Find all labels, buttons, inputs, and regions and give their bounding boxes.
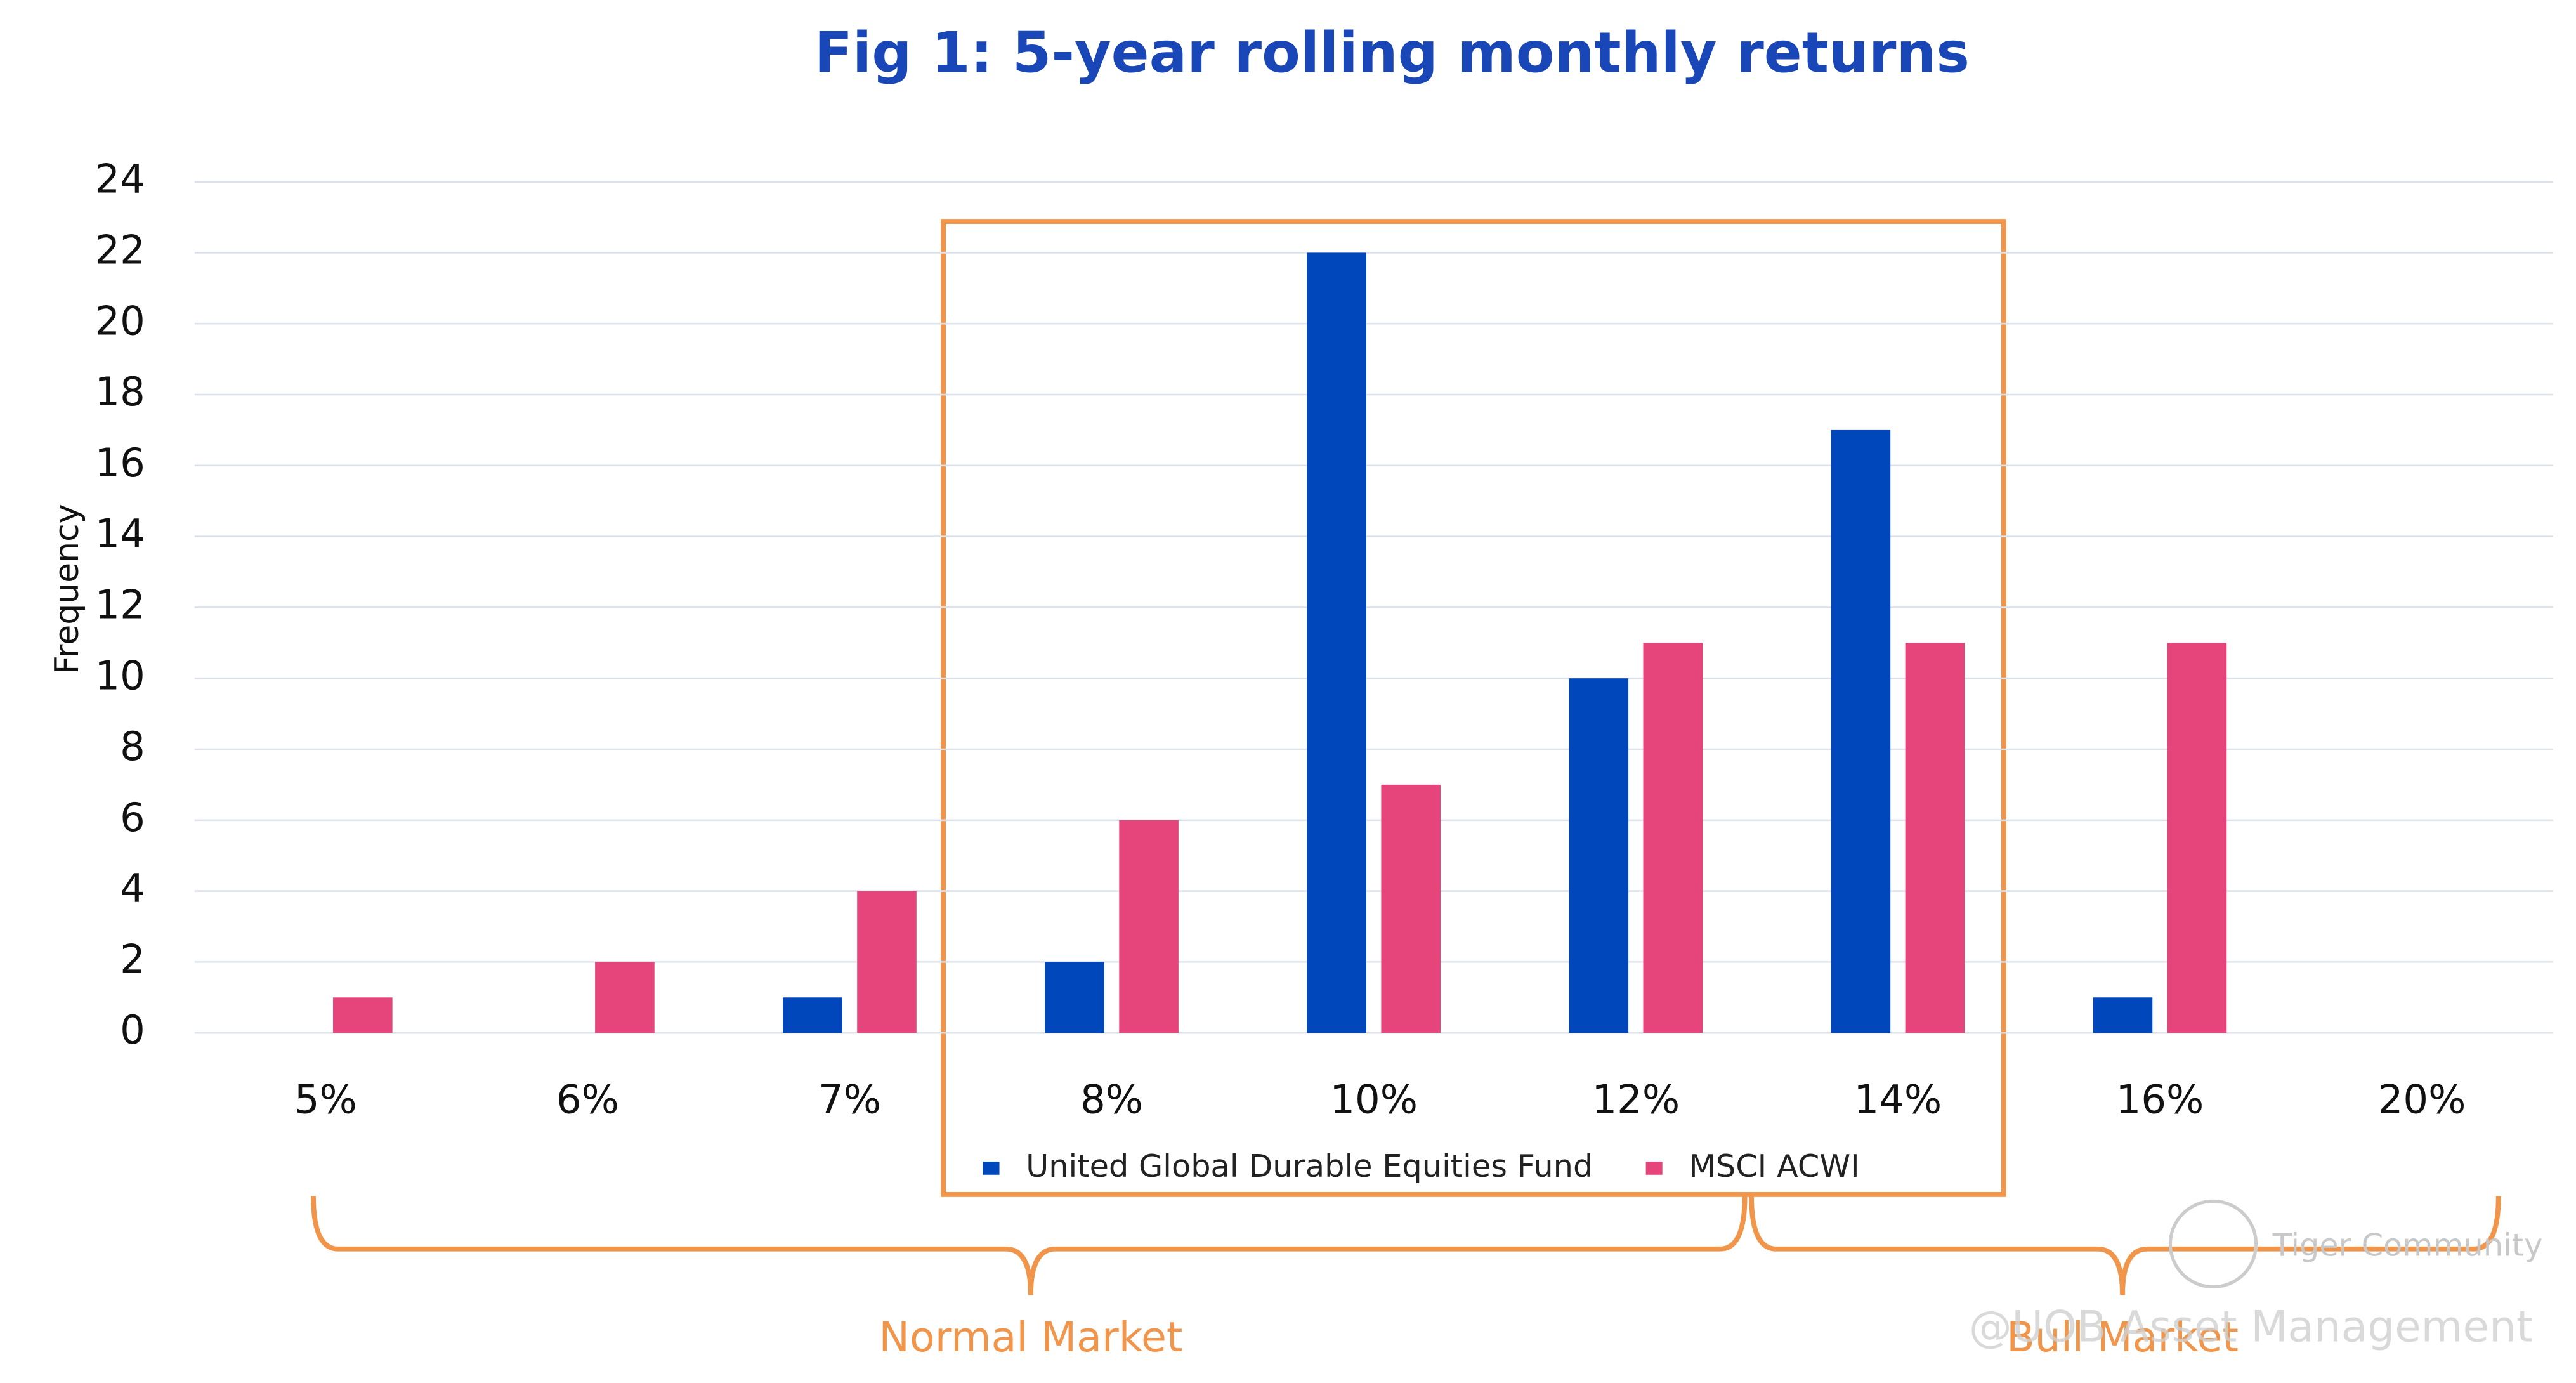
y-tick-label: 8 [120, 723, 145, 770]
bar [1381, 784, 1441, 1033]
annotation: Bull Market [2006, 1314, 2239, 1361]
y-tick-label: 2 [120, 936, 145, 982]
y-tick-label: 20 [95, 298, 145, 344]
bar [2167, 643, 2227, 1033]
x-tick-label: 10% [1330, 1076, 1418, 1122]
bar [333, 997, 393, 1033]
watermark: @UOB Asset Management [1969, 1302, 2533, 1352]
watermark-logo [2168, 1199, 2258, 1289]
x-tick-label: 6% [556, 1076, 619, 1122]
bar [783, 997, 842, 1033]
x-tick-label: 5% [294, 1076, 357, 1122]
x-tick-label: 20% [2378, 1076, 2466, 1122]
bar [1307, 252, 1366, 1033]
y-tick-label: 4 [120, 865, 145, 912]
y-tick-label: 14 [95, 511, 145, 557]
legend-label: United Global Durable Equities Fund [1026, 1148, 1593, 1184]
legend-swatch [1645, 1161, 1663, 1175]
brace [311, 1196, 1748, 1295]
y-tick-label: 22 [95, 227, 145, 273]
x-tick-label: 8% [1080, 1076, 1143, 1122]
y-tick-label: 16 [95, 440, 145, 486]
x-tick-label: 14% [1854, 1076, 1942, 1122]
x-tick-label: 7% [818, 1076, 881, 1122]
legend-swatch [983, 1161, 1000, 1175]
watermark: Tiger Community [2272, 1227, 2543, 1264]
bar [1643, 643, 1703, 1033]
bar [1569, 678, 1629, 1033]
bar [2093, 997, 2153, 1033]
y-tick-label: 0 [120, 1007, 145, 1053]
chart-title: Fig 1: 5-year rolling monthly returns [814, 20, 1970, 85]
y-tick-label: 24 [95, 156, 145, 202]
highlight-box [941, 219, 2006, 1197]
annotation: Normal Market [879, 1314, 1182, 1361]
bar [1831, 429, 1891, 1033]
legend-label: MSCI ACWI [1689, 1148, 1859, 1184]
bar [595, 962, 655, 1033]
y-tick-label: 10 [95, 652, 145, 698]
y-tick-label: 12 [95, 581, 145, 627]
y-tick-label: 18 [95, 369, 145, 415]
brace [1749, 1196, 2501, 1295]
y-tick-label: 6 [120, 794, 145, 841]
x-tick-label: 12% [1592, 1076, 1680, 1122]
bar [1119, 820, 1179, 1033]
bar [1905, 643, 1965, 1033]
x-tick-label: 16% [2116, 1076, 2204, 1122]
bar [857, 891, 917, 1033]
y-axis-label: Frequency [48, 504, 86, 675]
bar [1045, 962, 1104, 1033]
